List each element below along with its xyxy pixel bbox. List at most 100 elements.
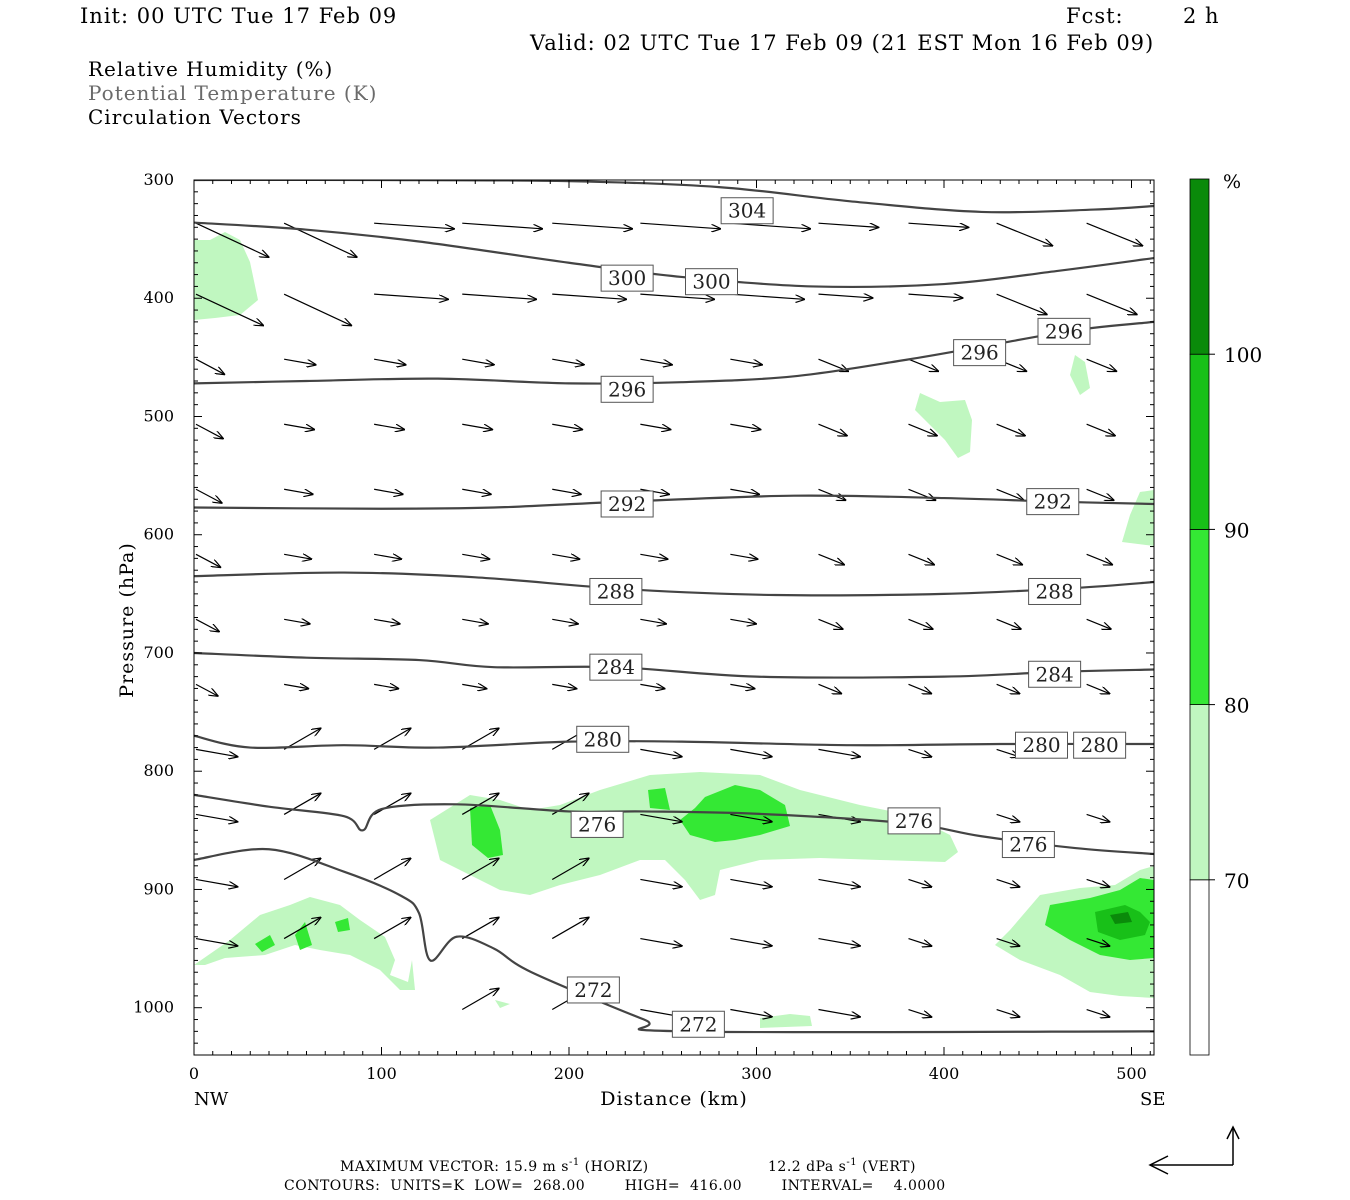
circulation-vector	[996, 293, 1047, 314]
svg-text:276: 276	[895, 809, 933, 833]
circulation-vector	[374, 358, 406, 365]
circulation-vector	[283, 293, 351, 325]
y-tick-label: 700	[143, 643, 174, 662]
colorbar-segment	[1189, 529, 1210, 706]
circulation-vector	[373, 793, 410, 815]
circulation-vector	[1086, 878, 1110, 886]
relative-humidity-shading	[194, 232, 1154, 1028]
circulation-vector	[908, 938, 932, 946]
circulation-vector	[195, 553, 220, 567]
theta-contour-280	[194, 734, 1154, 750]
svg-text:284: 284	[1036, 662, 1074, 686]
circulation-vector	[1086, 358, 1117, 371]
circulation-vectors	[195, 222, 1142, 1017]
circulation-vector	[818, 553, 844, 564]
colorbar-tick-label: 100	[1224, 343, 1262, 367]
circulation-vector	[195, 618, 219, 631]
theta-contour-296	[194, 320, 1154, 385]
colorbar-segment	[1189, 879, 1210, 1056]
circulation-vector	[1086, 423, 1115, 435]
init-time: Init: 00 UTC Tue 17 Feb 09	[80, 4, 398, 28]
circulation-vector	[818, 423, 847, 435]
circulation-vector	[908, 423, 937, 435]
circulation-vector	[462, 619, 488, 624]
legend-relative-humidity: Relative Humidity (%)	[88, 57, 334, 81]
circulation-vector	[996, 618, 1021, 629]
circulation-vector	[818, 618, 843, 629]
theta-contour-label: 296	[600, 375, 654, 403]
svg-text:272: 272	[574, 978, 612, 1002]
theta-contours	[194, 180, 1154, 1034]
circulation-vector	[640, 748, 681, 756]
circulation-vector	[818, 878, 860, 886]
svg-text:288: 288	[1036, 579, 1074, 603]
circulation-vector	[195, 683, 218, 696]
colorbar-tick-label: 90	[1224, 518, 1249, 542]
circulation-vector	[818, 937, 860, 946]
y-tick-label: 500	[143, 406, 174, 425]
circulation-vector	[730, 748, 771, 756]
theta-contour-label: 284	[1028, 660, 1082, 688]
circulation-vector	[730, 358, 762, 365]
y-tick-label: 300	[143, 170, 174, 189]
svg-text:284: 284	[597, 655, 635, 679]
circulation-vector	[640, 813, 681, 821]
circulation-vector	[996, 222, 1053, 245]
svg-text:276: 276	[1009, 833, 1047, 857]
circulation-vector	[374, 488, 403, 494]
colorbar-tick-label: 70	[1224, 869, 1249, 893]
circulation-vector	[640, 554, 667, 559]
circulation-vector	[552, 358, 584, 365]
circulation-vector	[908, 683, 932, 693]
circulation-vector	[1086, 293, 1137, 314]
rh-region-70	[194, 232, 258, 320]
rh-region-80	[295, 922, 312, 950]
circulation-vector	[730, 554, 757, 559]
y-tick-label: 600	[143, 525, 174, 544]
theta-contour-label: 296	[1037, 317, 1091, 345]
circulation-vector	[996, 1008, 1020, 1017]
circulation-vector	[640, 293, 714, 299]
theta-contour-label: 284	[589, 653, 643, 681]
circulation-vector	[552, 554, 579, 559]
circulation-vector	[461, 918, 498, 940]
circulation-vector	[908, 222, 969, 227]
circulation-vector	[195, 813, 237, 821]
circulation-vector	[552, 619, 578, 624]
circulation-vector	[730, 813, 771, 821]
circulation-vector	[283, 858, 320, 880]
svg-text:304: 304	[728, 199, 766, 223]
circulation-vector	[818, 1008, 860, 1017]
circulation-vector	[552, 423, 582, 429]
y-axis-label: Pressure (hPa)	[116, 542, 138, 698]
theta-contour-label: 300	[685, 268, 738, 296]
theta-contour-label: 276	[1001, 831, 1055, 859]
circulation-vector	[730, 937, 771, 946]
circulation-vector	[195, 222, 269, 257]
circulation-vector	[374, 293, 448, 299]
rh-region-80	[335, 918, 350, 932]
theta-contour-label: 288	[589, 577, 643, 605]
circulation-vector	[908, 618, 933, 629]
legend-potential-temperature: Potential Temperature (K)	[88, 81, 378, 105]
circulation-vector	[374, 554, 401, 559]
circulation-vector	[730, 293, 804, 299]
circulation-vector	[373, 858, 410, 880]
circulation-vector	[195, 937, 237, 946]
circulation-vector	[908, 294, 963, 298]
circulation-vector	[730, 423, 760, 429]
circulation-vector	[462, 423, 492, 429]
svg-text:296: 296	[608, 377, 646, 401]
theta-contour-300	[194, 221, 1154, 289]
circulation-vector	[284, 423, 314, 429]
theta-contour-label: 280	[1015, 731, 1068, 759]
theta-contour-label: 272	[671, 1010, 725, 1038]
theta-contour-label: 304	[720, 197, 774, 225]
circulation-vector	[462, 554, 489, 559]
circulation-vector	[908, 1008, 932, 1017]
contours-info-text: CONTOURS: UNITS=K LOW= 268.00 HIGH= 416.…	[284, 1178, 946, 1194]
circulation-vector	[1086, 938, 1110, 946]
theta-contour-label: 292	[600, 490, 654, 518]
x-left-end-label: NW	[194, 1089, 229, 1110]
